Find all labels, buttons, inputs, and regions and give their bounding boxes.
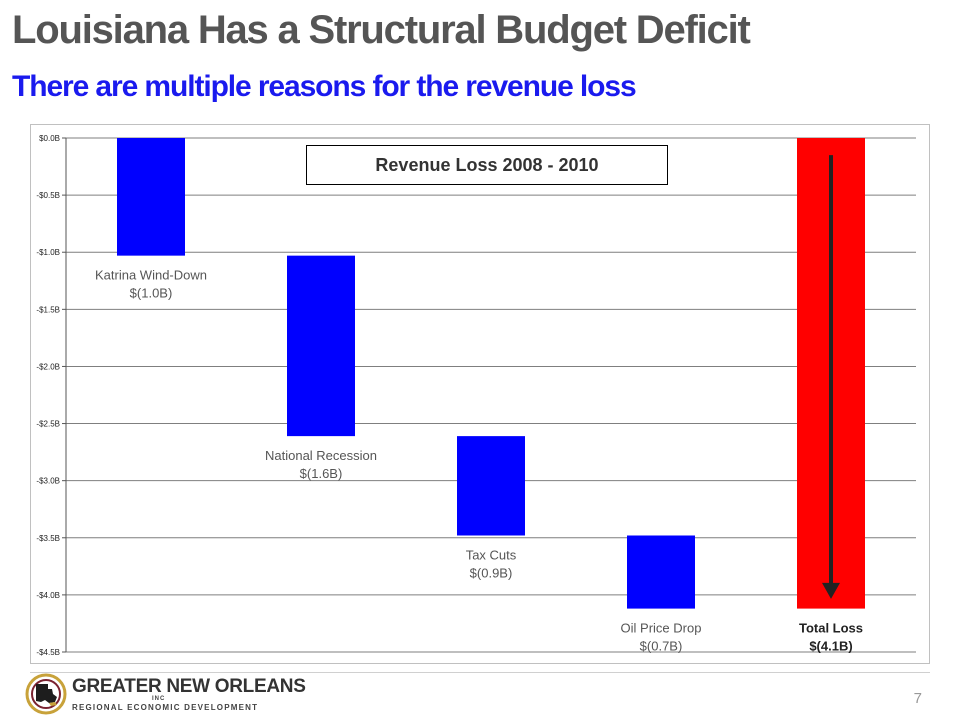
bar-label: National Recession	[265, 448, 377, 463]
total-arrow-head	[822, 582, 840, 599]
company-logo: GREATER NEW ORLEANS INC REGIONAL ECONOMI…	[22, 672, 306, 716]
louisiana-map-icon	[25, 673, 67, 715]
footer-divider	[30, 672, 930, 673]
logo-sub-text: REGIONAL ECONOMIC DEVELOPMENT	[72, 703, 259, 712]
slide-title: Louisiana Has a Structural Budget Defici…	[12, 8, 751, 52]
y-tick-label: -$2.5B	[36, 420, 60, 429]
bar-value-label: $(4.1B)	[809, 639, 852, 654]
y-tick-label: -$4.0B	[36, 591, 60, 600]
bar-national-recession	[287, 255, 355, 437]
logo-inc-text: INC	[152, 696, 166, 702]
y-tick-label: -$3.5B	[36, 534, 60, 543]
bar-label: Tax Cuts	[466, 547, 517, 562]
bar-value-label: $(1.6B)	[300, 466, 343, 481]
bar-tax-cuts	[457, 436, 525, 536]
chart-title-box: Revenue Loss 2008 - 2010	[306, 145, 668, 185]
bar-label: Total Loss	[799, 621, 863, 636]
bar-value-label: $(0.9B)	[470, 565, 513, 580]
y-tick-label: -$1.5B	[36, 305, 60, 314]
bar-katrina-wind-down	[117, 138, 185, 256]
bar-value-label: $(1.0B)	[130, 286, 173, 301]
logo-main-text: GREATER NEW ORLEANS	[72, 676, 306, 697]
bar-oil-price-drop	[627, 535, 695, 609]
slide-subtitle: There are multiple reasons for the reven…	[12, 70, 637, 103]
y-tick-label: -$3.0B	[36, 477, 60, 486]
y-tick-label: -$1.0B	[36, 248, 60, 257]
y-tick-label: $0.0B	[39, 134, 60, 143]
y-tick-label: -$4.5B	[36, 648, 60, 657]
page-number: 7	[913, 690, 922, 707]
y-tick-label: -$2.0B	[36, 362, 60, 371]
bar-label: Katrina Wind-Down	[95, 268, 207, 283]
bar-label: Oil Price Drop	[621, 621, 702, 636]
y-tick-label: -$0.5B	[36, 191, 60, 200]
bar-value-label: $(0.7B)	[640, 639, 683, 654]
